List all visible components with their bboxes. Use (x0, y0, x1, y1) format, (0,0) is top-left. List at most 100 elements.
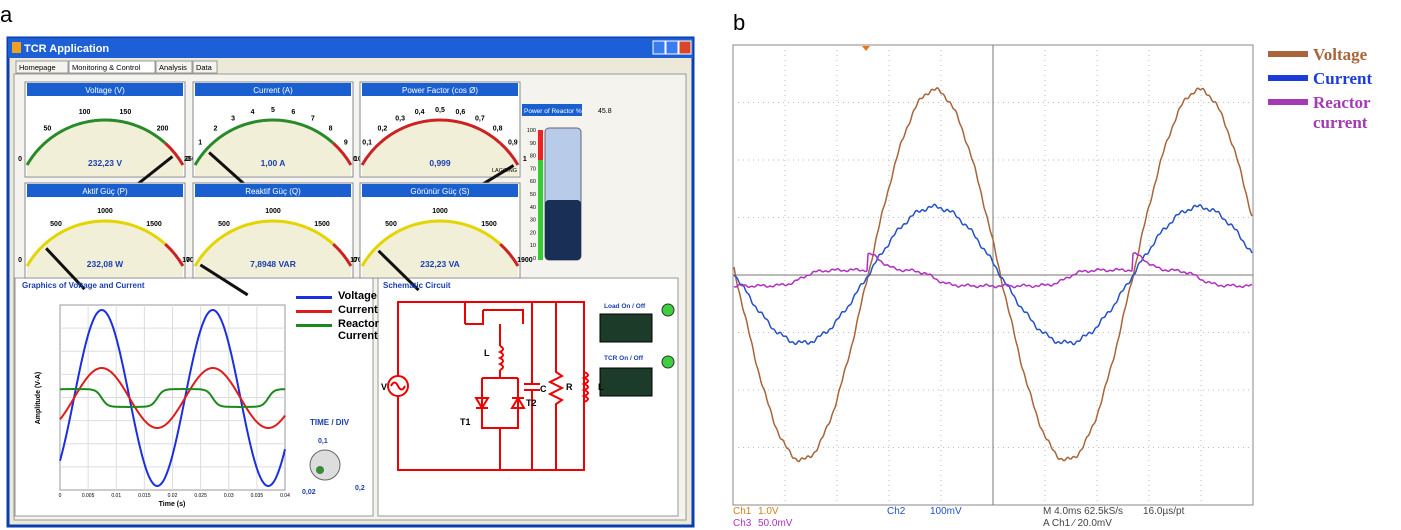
x-tick-label: 0.005 (82, 493, 95, 499)
legend-label: Current (1313, 69, 1373, 88)
tcr-switch[interactable] (599, 367, 653, 397)
scope-grid (733, 45, 1253, 505)
x-tick-label: 0.025 (194, 493, 207, 499)
legend-swatch (1268, 99, 1308, 105)
reactor-tick-label: 20 (530, 230, 536, 236)
legend-label: Reactor Current (338, 318, 379, 342)
x-tick-label: 0.015 (138, 493, 151, 499)
tab-label: Homepage (19, 63, 56, 72)
gauge-tick-label: 0 (18, 156, 22, 163)
gauge-arc (430, 118, 502, 145)
legend-swatch (1268, 51, 1308, 57)
scope-voltage (733, 87, 1253, 463)
gauge-tick-label: 100 (79, 109, 91, 116)
gauge-reading: 1,00 A (261, 158, 286, 168)
gauge-tick-label: 0 (353, 156, 357, 163)
load-switch[interactable] (599, 313, 653, 343)
tab[interactable] (15, 60, 69, 74)
gauge-tick-label: 0 (186, 156, 190, 163)
gauge-tick-label: 0 (186, 257, 190, 264)
gauge-arc (499, 243, 520, 267)
circuit-label: R (566, 382, 573, 392)
legend-entry: Current (1268, 69, 1388, 89)
gauge-tick-label: 0,1 (362, 139, 372, 146)
scope-status: Ch2 (887, 506, 906, 517)
title-bar (8, 38, 693, 58)
gauge-tick-label: 8 (329, 126, 333, 133)
gauge-face (27, 221, 183, 277)
gauge-title-bar (362, 184, 518, 197)
gauge-title: Reaktif Güç (Q) (245, 187, 301, 196)
scope-status: 50.0mV (758, 518, 793, 529)
gauge-tick-label: 2 (213, 126, 217, 133)
reactor-tick-label: 50 (530, 192, 536, 198)
reactor-level (545, 200, 581, 260)
gauge-tick-label: 0,5 (435, 107, 445, 114)
time-knob[interactable] (309, 449, 341, 481)
circuit-label: L (484, 348, 490, 358)
gauge-tick-label: 0,2 (378, 126, 388, 133)
gauge-tick-label: 1700 (350, 257, 366, 264)
gauge-title: Current (A) (253, 86, 293, 95)
gauge-arc (332, 243, 353, 267)
scope-current (733, 203, 1253, 346)
reactor-current-trace (59, 388, 286, 408)
gauge-arc (25, 220, 96, 267)
gauge-tick-label: 50 (43, 126, 51, 133)
scope-reactor-current (733, 252, 1253, 289)
legend-entry: Voltage (296, 290, 388, 302)
reactor-tick-label: 100 (527, 128, 536, 134)
legend-label: Current (338, 304, 378, 316)
gauge-title-bar (27, 83, 183, 96)
time-div-option: 0,02 (302, 489, 316, 496)
knob-mark (316, 466, 324, 474)
gauge-arc (499, 142, 520, 166)
gauge-tick-label: 0,4 (415, 109, 425, 116)
legend-entry: Reactor Current (296, 318, 388, 342)
gauge-tick-label: 1500 (481, 221, 497, 228)
tab[interactable] (155, 60, 193, 74)
gauge-face (362, 119, 518, 176)
gauge-title: Görünür Güç (S) (410, 187, 469, 196)
gauge-arc (95, 118, 167, 145)
minimize-button[interactable] (652, 40, 666, 55)
gauge-face (195, 119, 351, 176)
tcr-indicator (661, 355, 675, 369)
gauge-tick-label: 0,3 (395, 115, 405, 122)
gauge-needle (377, 249, 420, 292)
gauge-arc (332, 142, 353, 166)
gauge-note: LAGGING (492, 168, 517, 174)
circuit (387, 301, 589, 471)
current-trace (59, 367, 286, 429)
legend-entry: Voltage (1268, 45, 1388, 65)
panel-label: a (0, 2, 13, 27)
gauge-arc (164, 243, 185, 267)
tab[interactable] (192, 60, 218, 74)
gauge-arc (193, 119, 264, 166)
tab-label: Monitoring & Control (72, 63, 141, 72)
window-icon (12, 42, 21, 53)
gauge-tick-label: 1700 (182, 257, 198, 264)
gauge-tick-label: 4 (251, 109, 255, 116)
trigger-marker (862, 46, 870, 51)
switch-label: TCR On / Off (604, 355, 644, 362)
circuit-label: C (540, 384, 547, 394)
load-indicator (661, 303, 675, 317)
gauge-arc (263, 118, 335, 145)
gauge-tick-label: 0 (353, 257, 357, 264)
gauge-tick-label: 10 (354, 156, 362, 163)
gauge-tick-label: 3 (231, 115, 235, 122)
maximize-button[interactable] (665, 40, 679, 55)
legend-swatch (296, 310, 332, 313)
gauge-tick-label: 1 (523, 156, 527, 163)
gauge-tick-label: 1 (198, 139, 202, 146)
x-tick-label: 0.03 (224, 493, 234, 499)
tab[interactable] (68, 60, 156, 74)
reactor-tick-label: 10 (530, 243, 536, 249)
close-button[interactable] (678, 40, 692, 55)
reactor-scale (538, 130, 543, 260)
waveforms (733, 87, 1253, 463)
x-tick-label: 0.04 (280, 493, 290, 499)
gauge-title-bar (27, 184, 183, 197)
